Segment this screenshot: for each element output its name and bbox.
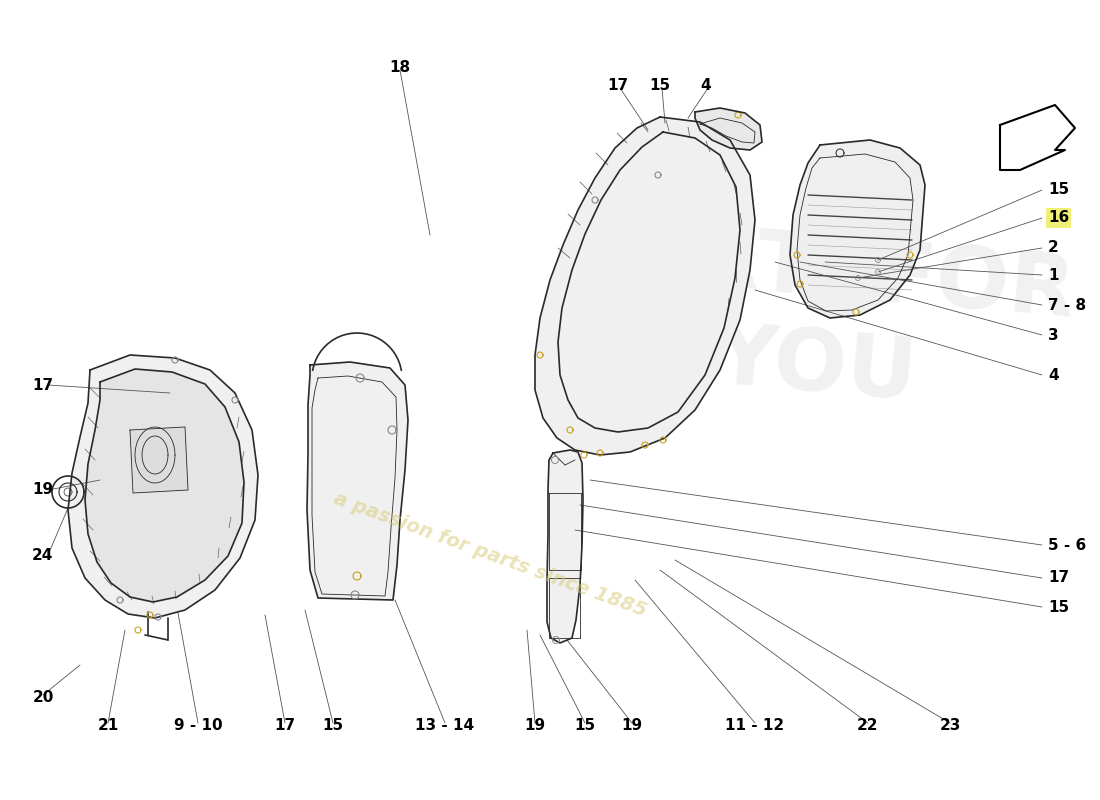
Polygon shape [535,117,755,455]
Text: PARTSFOR
YOU: PARTSFOR YOU [561,209,1078,431]
Text: 15: 15 [649,78,671,93]
Text: 15: 15 [574,718,595,734]
Text: 15: 15 [1048,182,1069,198]
Text: 18: 18 [389,59,410,74]
Text: 15: 15 [1048,599,1069,614]
Text: 5 - 6: 5 - 6 [1048,538,1087,553]
Text: 2: 2 [1048,241,1058,255]
Polygon shape [547,450,583,643]
Text: 19: 19 [621,718,642,734]
Text: 1: 1 [1048,267,1058,282]
Polygon shape [85,369,244,602]
Text: 7 - 8: 7 - 8 [1048,298,1086,313]
Text: 16: 16 [1048,210,1069,226]
Text: 20: 20 [32,690,54,706]
Text: 19: 19 [525,718,546,734]
Text: 4: 4 [701,78,712,93]
Polygon shape [307,362,408,600]
Text: 19: 19 [32,482,53,498]
Polygon shape [130,427,188,493]
Text: a passion for parts since 1885: a passion for parts since 1885 [331,490,649,621]
Polygon shape [790,140,925,318]
Text: 4: 4 [1048,367,1058,382]
Polygon shape [558,132,740,432]
Text: 17: 17 [607,78,628,93]
Text: 17: 17 [32,378,53,393]
Text: 22: 22 [857,718,879,734]
Text: 15: 15 [322,718,343,734]
Polygon shape [68,355,258,618]
Text: 24: 24 [32,547,54,562]
Polygon shape [695,108,762,150]
Text: 17: 17 [274,718,296,734]
Text: 21: 21 [98,718,119,734]
Text: 3: 3 [1048,327,1058,342]
Text: 11 - 12: 11 - 12 [725,718,784,734]
Text: 13 - 14: 13 - 14 [416,718,474,734]
Text: 9 - 10: 9 - 10 [174,718,222,734]
Text: 17: 17 [1048,570,1069,586]
Text: 23: 23 [939,718,960,734]
